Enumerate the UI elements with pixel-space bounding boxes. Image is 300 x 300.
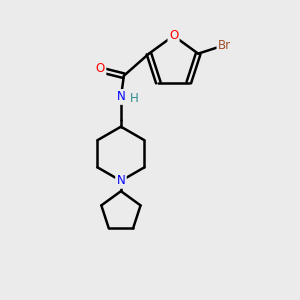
- Text: O: O: [96, 62, 105, 76]
- Text: Br: Br: [218, 39, 231, 52]
- Text: N: N: [117, 90, 125, 104]
- Text: O: O: [169, 29, 178, 42]
- Text: N: N: [117, 174, 125, 188]
- Text: H: H: [130, 92, 139, 105]
